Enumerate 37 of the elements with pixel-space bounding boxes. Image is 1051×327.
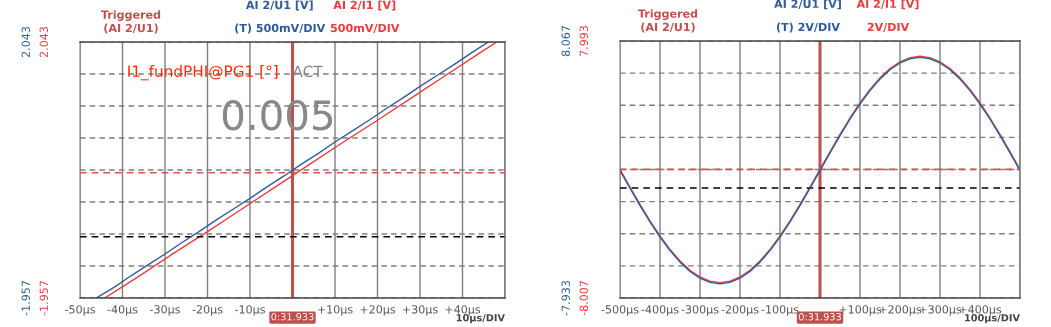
text: 500mV/DIV <box>330 23 400 34</box>
text: AI 2/I1 [V] <box>333 0 396 11</box>
x-tick-label: +400µs <box>959 305 1002 316</box>
text: AI 2/U1 [V] <box>245 0 313 11</box>
x-tick-label: -20µs <box>192 305 223 316</box>
x-tick-label: +10µs <box>318 305 353 316</box>
text: (T) 500mV/DIV <box>235 23 326 34</box>
text: AI 2/I1 [V] <box>856 0 919 10</box>
x-tick-label: -100µs <box>761 305 799 316</box>
annotation: I1_fundPHI@PG1 [°] <box>128 65 278 81</box>
text: 100µs/DIV <box>965 314 1020 324</box>
text: AI 2/U1 [V] <box>774 0 841 10</box>
y-tick-label: 7.993 <box>579 25 588 56</box>
text: 2V/DIV <box>867 22 910 33</box>
x-tick-label: -500µs <box>601 305 639 316</box>
x-tick-label: -200µs <box>721 305 759 316</box>
x-tick-label: -50µs <box>65 305 95 316</box>
ref-line-label: 0:31.933 <box>271 313 314 321</box>
x-tick-label: +200µs <box>879 305 922 316</box>
x-tick-label: +30µs <box>403 305 438 316</box>
x-tick-label: +20µs <box>360 305 396 316</box>
x-tick-label: -30µs <box>150 305 180 316</box>
y2-tick-label: -7.933 <box>561 280 570 316</box>
y-tick-label: -8.007 <box>579 281 588 316</box>
x-tick-label: -40µs <box>107 305 138 316</box>
text: 10µs/DIV <box>456 314 505 324</box>
ref-line-label: 0:31.933 <box>798 313 841 321</box>
x-tick-label: +40µs <box>445 305 481 316</box>
x-tick-label: -10µs <box>235 305 265 316</box>
x-tick-label: +300µs <box>919 305 962 316</box>
x-tick-label: -400µs <box>641 305 679 316</box>
y2-tick-label: 8.067 <box>561 26 570 57</box>
x-tick-label: +100µs <box>839 305 882 316</box>
text: Triggered (AI 2/U1) <box>638 9 698 33</box>
text: (T) 2V/DIV <box>776 22 840 33</box>
x-tick-label: -300µs <box>681 305 719 316</box>
text: Triggered (AI 2/U1) <box>101 10 161 34</box>
